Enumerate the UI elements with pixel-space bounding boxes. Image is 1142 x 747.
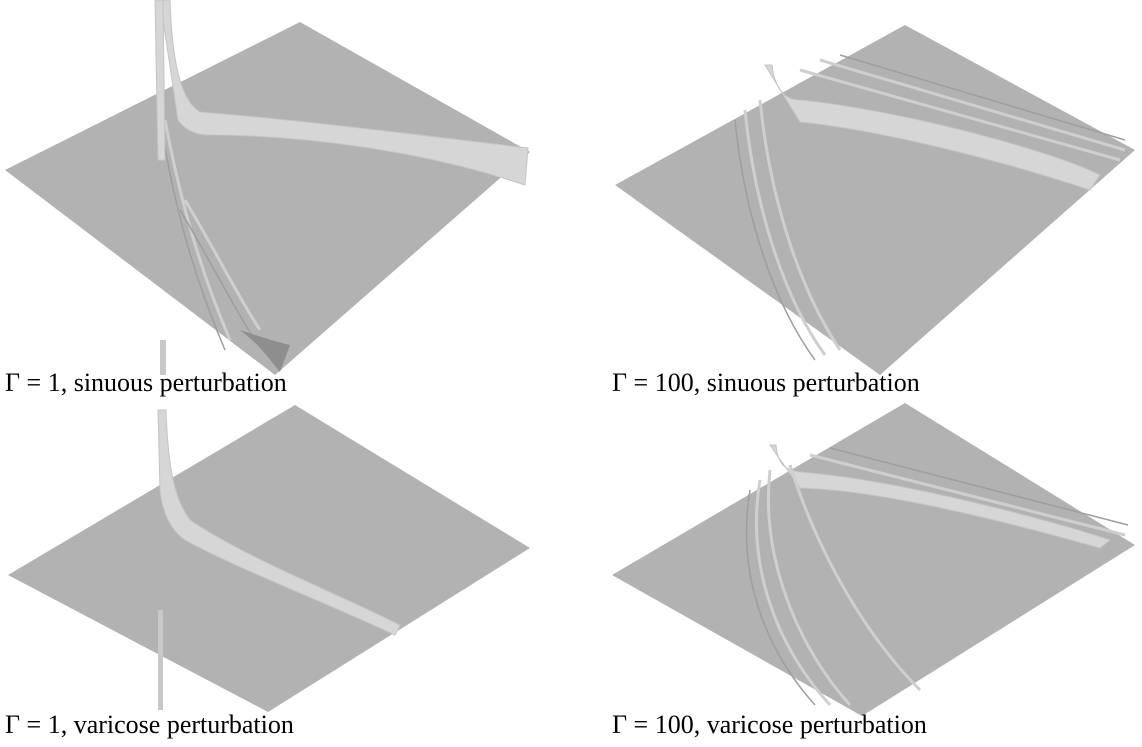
page: Γ = 1, sinuous perturbation Γ = 100, sin… <box>0 0 1142 747</box>
caption: Γ = 100, varicose perturbation <box>612 710 927 739</box>
caption: Γ = 100, sinuous perturbation <box>612 368 920 397</box>
surface-plot <box>8 405 530 712</box>
surface-plot <box>612 403 1135 716</box>
caption: Γ = 1, varicose perturbation <box>5 710 294 739</box>
caption: Γ = 1, sinuous perturbation <box>5 368 287 397</box>
figure: Γ = 1, sinuous perturbation Γ = 100, sin… <box>0 0 1142 747</box>
surface-plot <box>5 0 530 375</box>
surface-plot <box>615 25 1135 375</box>
